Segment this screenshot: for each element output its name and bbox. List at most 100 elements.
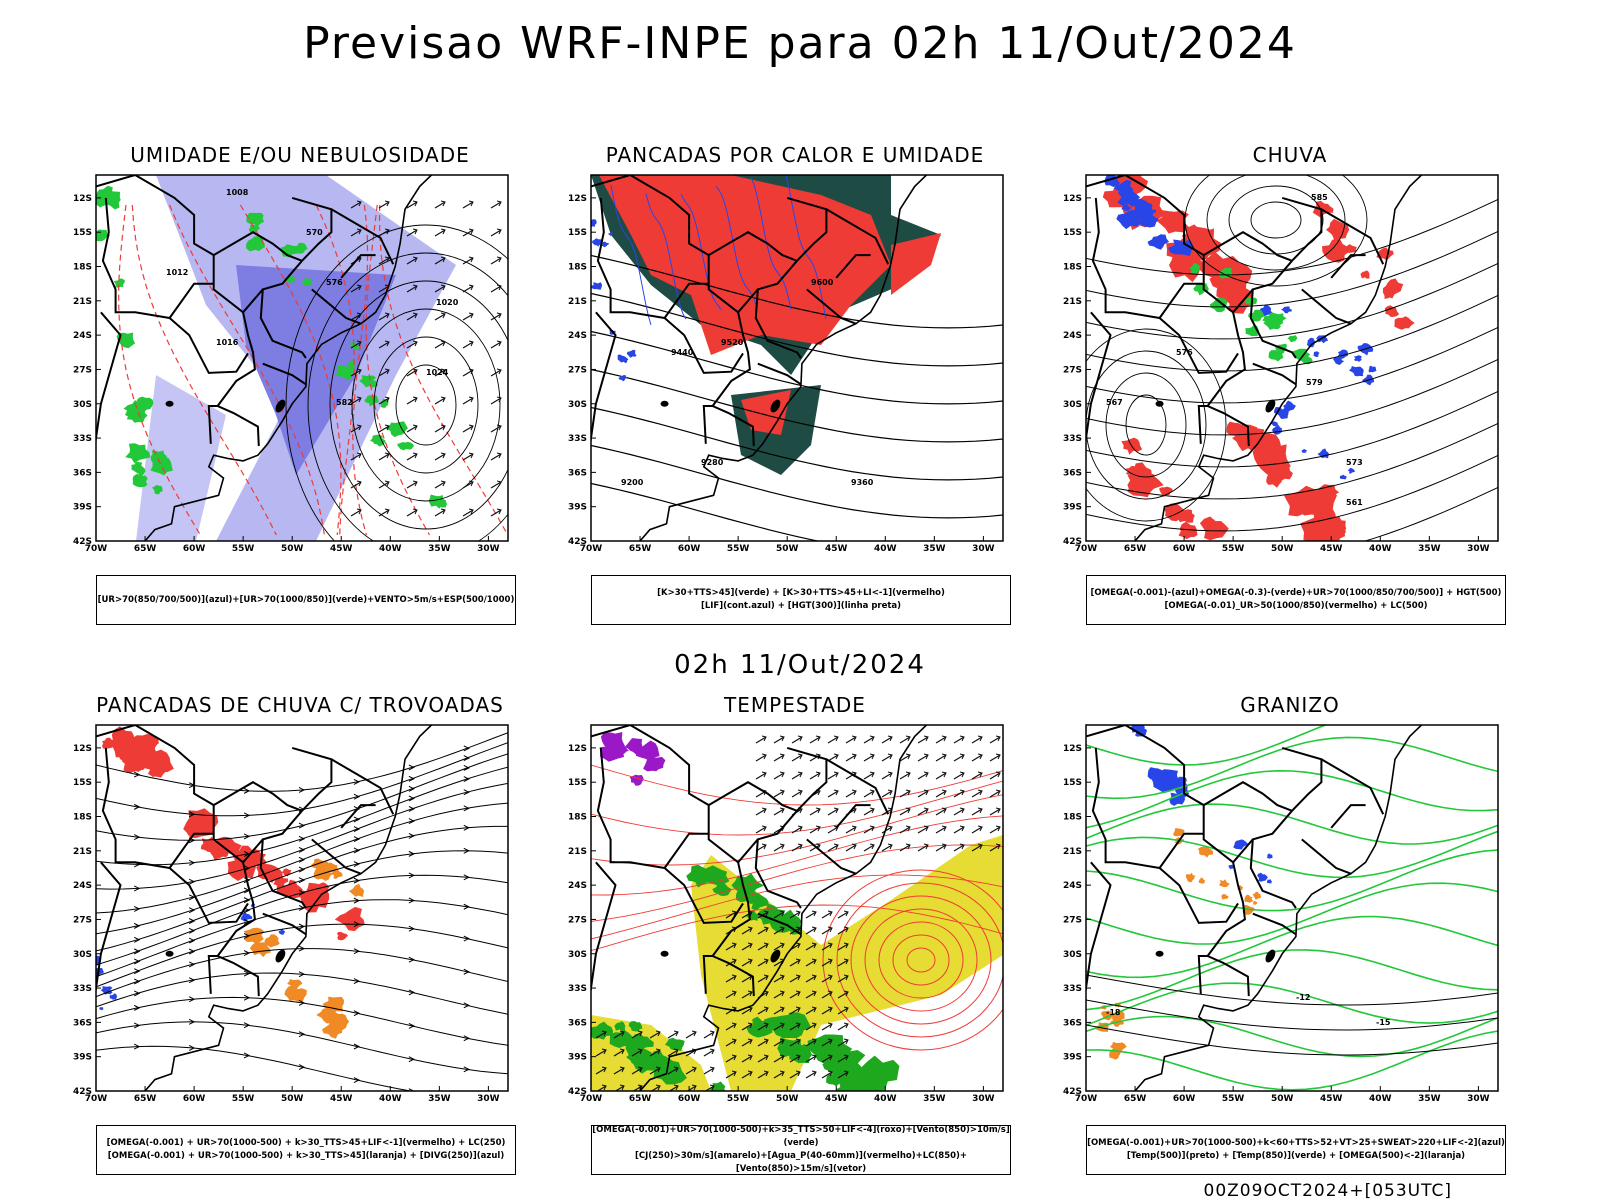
lif-patch — [618, 375, 628, 382]
wind-vector — [899, 790, 911, 798]
wind-vector — [843, 958, 849, 965]
wind-vector — [805, 911, 817, 919]
rain-area — [1127, 473, 1164, 498]
wind-vector — [811, 942, 817, 949]
hgt500-contour — [1363, 486, 1498, 541]
wind-vector — [496, 508, 502, 515]
country-border — [835, 804, 871, 829]
wind-vector — [741, 911, 753, 919]
wind-vector — [821, 1007, 833, 1015]
streamline — [96, 996, 508, 1046]
wind-vector — [821, 1055, 833, 1063]
contour-label: 1008 — [226, 188, 249, 197]
storm-area — [337, 931, 348, 941]
rain-area — [1159, 486, 1173, 497]
wind-vector — [811, 1038, 817, 1045]
moisture-patch — [379, 398, 389, 408]
wind-vector — [815, 771, 821, 778]
lon-label: 50W — [776, 1094, 799, 1104]
omega-area — [1333, 356, 1345, 365]
moisture-patch — [246, 236, 265, 252]
wind-vector — [637, 1084, 643, 1091]
wind-vector — [406, 453, 418, 461]
temp850-contour — [1086, 882, 1498, 945]
wind-arrow — [463, 1066, 470, 1073]
wind-vector — [805, 1071, 817, 1079]
wind-vector — [869, 825, 875, 832]
wind-vector — [763, 958, 769, 965]
lon-label: 65W — [1124, 1094, 1147, 1104]
temp850-contour — [1086, 849, 1498, 912]
wind-vector — [789, 1007, 801, 1015]
divergence-area — [278, 929, 286, 935]
wind-vector — [356, 368, 362, 375]
wind-vector — [779, 974, 785, 981]
wind-vector — [827, 942, 833, 949]
wind-vector — [917, 844, 929, 852]
wind-arrow — [463, 824, 470, 831]
map-frame — [590, 174, 1004, 542]
wind-vector — [959, 735, 965, 742]
country-border — [1086, 311, 1112, 446]
wind-vector — [595, 1049, 607, 1057]
wind-vector — [851, 753, 857, 760]
storm-area — [200, 836, 222, 853]
rain-area — [1199, 516, 1229, 541]
hgt500-contour — [1206, 175, 1346, 271]
omega-strong-area — [1268, 349, 1284, 362]
country-border — [207, 955, 218, 994]
wind-vector — [811, 926, 817, 933]
contour-label: 570 — [306, 228, 323, 237]
omega-area — [1117, 188, 1141, 207]
wind-vector — [673, 1048, 679, 1055]
streamline-850 — [591, 780, 1003, 836]
streamline-850 — [836, 882, 1003, 1038]
lat-label: 33S — [1063, 984, 1082, 994]
wind-vector — [412, 480, 418, 487]
wind-vector — [356, 480, 362, 487]
wind-arrow — [463, 903, 470, 910]
wind-vector — [837, 1039, 849, 1047]
wind-vector — [827, 754, 839, 762]
lat-label: 27S — [1063, 365, 1082, 375]
contour-label: -18 — [1106, 1008, 1121, 1017]
wind-vector — [837, 1007, 849, 1015]
lat-label: 24S — [568, 881, 587, 891]
lat-label: 42S — [1063, 1087, 1082, 1097]
country-border — [101, 747, 214, 870]
lon-label: 65W — [629, 544, 652, 554]
wind-vector — [791, 736, 803, 744]
streamline-850 — [591, 874, 1003, 940]
omega-strong-area — [1219, 267, 1233, 279]
main-title: Previsao WRF-INPE para 02h 11/Out/2024 — [303, 18, 1297, 69]
wind-vector — [977, 735, 983, 742]
wind-vector — [779, 771, 785, 778]
omega-area — [1301, 448, 1308, 453]
contour-label: 561 — [1346, 498, 1363, 507]
wind-arrow — [353, 948, 361, 955]
moisture-patch — [302, 277, 313, 286]
wind-arrow — [188, 937, 196, 944]
wind-vector — [795, 990, 801, 997]
wind-vector — [843, 910, 849, 917]
wind-arrow — [463, 1035, 470, 1042]
wind-arrow — [353, 921, 361, 928]
wind-vector — [805, 927, 817, 935]
lat-label: 15S — [1063, 228, 1082, 238]
rain-area — [1156, 210, 1190, 234]
rain-area — [1169, 251, 1209, 283]
streamline-850 — [591, 815, 1003, 896]
wind-vector — [773, 1055, 785, 1063]
wind-vector — [356, 228, 362, 235]
wind-vector — [468, 340, 474, 347]
wind-vector — [773, 736, 785, 744]
wind-vector — [863, 808, 875, 816]
wind-vector — [637, 1066, 643, 1073]
lon-label: 30W — [477, 1094, 500, 1104]
wind-vector — [412, 396, 418, 403]
lat-label: 30S — [73, 400, 92, 410]
wind-vector — [462, 285, 474, 293]
country-border — [213, 781, 303, 812]
wind-vector — [935, 790, 947, 798]
wind-vector — [757, 927, 769, 935]
